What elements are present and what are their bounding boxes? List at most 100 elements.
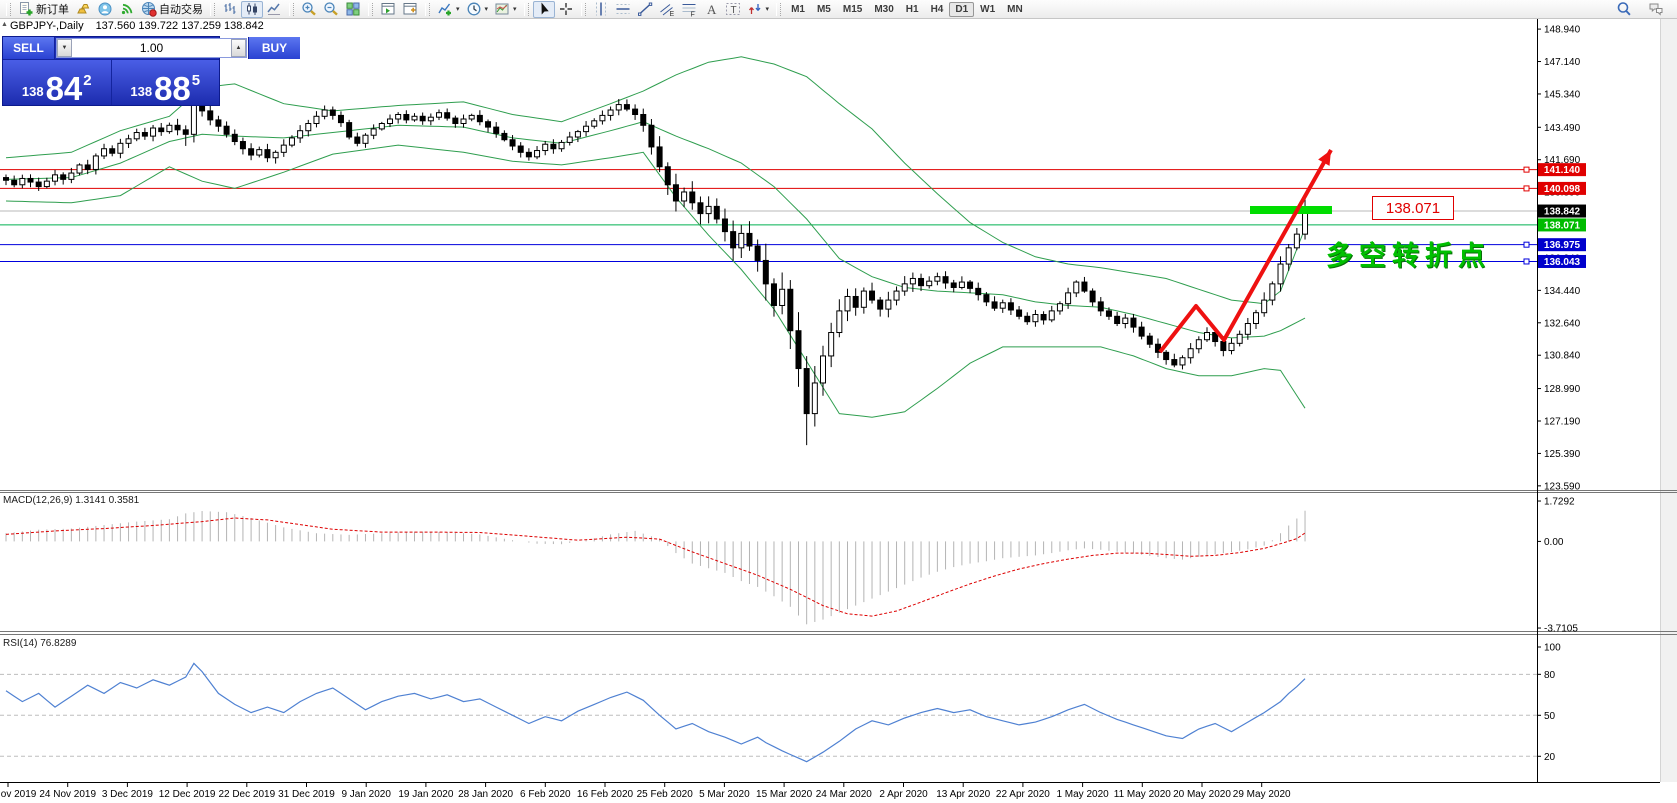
buy-button[interactable]: BUY	[248, 37, 300, 59]
chat-button[interactable]	[1645, 1, 1667, 18]
trendline-icon	[637, 2, 652, 16]
svg-text:128.990: 128.990	[1544, 384, 1581, 395]
bollinger-middle	[5, 121, 1306, 339]
cursor-button[interactable]	[532, 0, 555, 18]
svg-text:-3.7105: -3.7105	[1544, 624, 1578, 635]
label-icon: T	[725, 3, 740, 16]
search-button[interactable]	[1613, 1, 1635, 18]
red-trend-arrow[interactable]	[1158, 149, 1333, 354]
horizontal-line-button[interactable]	[612, 1, 634, 18]
periods-icon	[467, 2, 480, 16]
pane-separators[interactable]	[0, 19, 1677, 783]
buy-price[interactable]: 138 88 5	[110, 60, 219, 107]
sell-price-sup: 2	[83, 72, 92, 89]
sell-button[interactable]: SELL	[3, 37, 55, 59]
svg-text:138.842: 138.842	[1544, 207, 1581, 218]
gold-icon	[77, 4, 90, 14]
templates-icon	[495, 3, 509, 15]
one-click-panel-toggle-icon[interactable]: ▲	[1, 21, 8, 28]
bar-chart-button[interactable]	[219, 1, 241, 18]
volume-increase-button[interactable]: ▲	[231, 39, 246, 57]
indicators-button[interactable]: ▾	[434, 1, 463, 18]
buy-price-big: 88	[154, 69, 191, 107]
signals-icon	[121, 3, 133, 15]
time-axis-label: 25 Feb 2020	[637, 789, 694, 800]
timeframe-d1[interactable]: D1	[949, 1, 975, 17]
price-badge-138.071	[1538, 218, 1586, 232]
timeframe-m15[interactable]: M15	[837, 2, 868, 17]
sell-price[interactable]: 138 84 2	[3, 60, 111, 105]
timeframe-m5[interactable]: M5	[811, 2, 837, 17]
svg-text:141.140: 141.140	[1544, 165, 1581, 176]
timeframe-h1[interactable]: H1	[900, 2, 925, 17]
indicators-icon	[438, 3, 451, 16]
fibonacci-button[interactable]: F	[678, 1, 700, 18]
marketwatch-button[interactable]	[72, 1, 94, 18]
time-axis-label: 1 May 2020	[1056, 789, 1109, 800]
autotrading-button[interactable]: 自动交易	[138, 1, 206, 18]
chat-icon	[1649, 3, 1663, 16]
svg-text:80: 80	[1544, 670, 1556, 681]
volume-input[interactable]	[72, 39, 231, 57]
community-button[interactable]	[94, 1, 116, 18]
strategy-tester-button[interactable]	[377, 1, 399, 18]
signals-button[interactable]	[116, 1, 138, 18]
zoom-in-button[interactable]	[298, 1, 320, 18]
vertical-line-button[interactable]	[590, 1, 612, 18]
svg-text:141.690: 141.690	[1544, 155, 1581, 166]
price-annotation-box[interactable]: 138.071	[1372, 196, 1454, 220]
svg-text:127.190: 127.190	[1544, 416, 1581, 427]
line-chart-button[interactable]	[263, 1, 285, 18]
text-label-button[interactable]: T	[722, 1, 744, 18]
svg-text:136.975: 136.975	[1544, 240, 1581, 251]
zoom-out-button[interactable]	[320, 1, 342, 18]
timeframe-h4[interactable]: H4	[925, 2, 950, 17]
community-icon	[98, 2, 112, 16]
svg-text:125.390: 125.390	[1544, 449, 1581, 460]
new-chart-button[interactable]	[399, 1, 421, 18]
time-axis-label: 2 Apr 2020	[879, 789, 928, 800]
macd-indicator-label: MACD(12,26,9) 1.3141 0.3581	[3, 495, 140, 506]
chinese-annotation-text[interactable]: 多空转折点	[1326, 241, 1491, 271]
red-arrow-head	[1318, 150, 1331, 166]
time-axis-label: 12 Dec 2019	[159, 789, 216, 800]
hline-icon	[616, 4, 630, 14]
periods-button[interactable]: ▾	[463, 1, 492, 18]
volume-decrease-button[interactable]: ▼	[57, 39, 72, 57]
crosshair-icon	[559, 3, 572, 15]
price-badges: 141.140 140.098 138.842 138.071 136.975 136.0…	[1523, 163, 1586, 268]
time-axis-label: 24 Nov 2019	[39, 789, 96, 800]
bar-chart-icon	[224, 3, 236, 14]
tile-windows-button[interactable]	[342, 1, 364, 18]
rsi-line	[5, 662, 1306, 763]
text-icon: A	[707, 2, 717, 17]
window-scrollbar[interactable]	[1661, 19, 1677, 782]
svg-text:50: 50	[1544, 711, 1556, 722]
svg-text:F: F	[690, 12, 694, 18]
price-badge-136.043	[1538, 254, 1586, 268]
templates-button[interactable]: ▾	[491, 1, 520, 18]
navigator-icon	[403, 3, 417, 15]
text-button[interactable]: A	[700, 1, 722, 18]
zoom-in-icon	[302, 2, 316, 16]
timeframe-w1[interactable]: W1	[974, 2, 1001, 17]
channel-button[interactable]: E	[656, 1, 678, 18]
timeframe-mn[interactable]: MN	[1001, 2, 1029, 17]
channel-icon: E	[659, 4, 674, 17]
dropdown-arrow-icon: ▾	[513, 6, 517, 13]
timeframe-m30[interactable]: M30	[868, 2, 899, 17]
line-chart-icon	[267, 3, 280, 15]
crosshair-button[interactable]	[555, 1, 577, 18]
arrows-button[interactable]: ▾	[744, 1, 773, 18]
new-order-button[interactable]: 新订单	[15, 1, 72, 18]
toolbar-right-icons	[1613, 1, 1677, 18]
time-axis-label: 13 Apr 2020	[936, 789, 990, 800]
drawing-objects[interactable]	[1158, 149, 1333, 354]
timeframe-m1[interactable]: M1	[785, 2, 811, 17]
candle-chart-icon	[247, 3, 257, 15]
candlestick-chart-button[interactable]	[241, 0, 263, 18]
zoom-out-icon	[324, 2, 338, 16]
candlestick-series	[3, 76, 1309, 446]
trendline-button[interactable]	[634, 1, 656, 18]
dropdown-arrow-icon: ▾	[484, 6, 489, 13]
